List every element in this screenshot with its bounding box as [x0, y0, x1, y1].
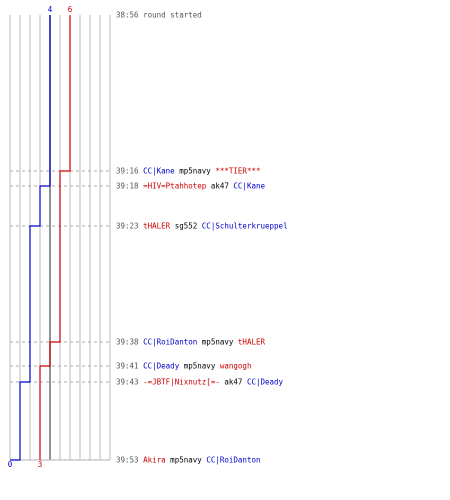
team-a-start-count: 4 [48, 5, 53, 14]
log-killer: tHALER [143, 222, 171, 231]
log-killer: CC|Kane [143, 167, 175, 176]
team-a-line [10, 15, 51, 461]
event-log: 38:56 round started 39:16 CC|Kane mp5navy… [116, 11, 288, 465]
log-row: 39:53 Akira mp5navy CC|RoiDanton [116, 456, 261, 465]
log-time: 39:43 [116, 378, 139, 387]
log-weapon: ak47 [220, 378, 247, 387]
log-row: 38:56 round started [116, 11, 202, 20]
log-row: 39:23 tHALER sg552 CC|Schulterkrueppel [116, 222, 288, 231]
log-victim: CC|Deady [247, 378, 284, 387]
log-time: 38:56 [116, 11, 139, 20]
log-time: 39:38 [116, 338, 139, 347]
log-row: 39:16 CC|Kane mp5navy ***TIER*** [116, 167, 261, 176]
log-row: 39:18 =HIV=Ptahhotep ak47 CC|Kane [116, 182, 265, 191]
log-time: 39:41 [116, 362, 139, 371]
log-victim: tHALER [238, 338, 266, 347]
log-victim: ***TIER*** [215, 167, 260, 176]
log-weapon: mp5navy [175, 167, 216, 176]
team-b-end-count: 3 [38, 460, 43, 469]
team-count-lines [10, 15, 71, 461]
log-victim: CC|Schulterkrueppel [202, 222, 288, 231]
log-weapon: ak47 [206, 182, 233, 191]
log-row: 39:41 CC|Deady mp5navy wangogh [116, 362, 251, 371]
team-a-end-count: 0 [8, 460, 13, 469]
log-victim: wangogh [220, 362, 252, 371]
event-guides [10, 170, 112, 461]
log-message: round started [139, 11, 202, 20]
log-killer: =HIV=Ptahhotep [143, 182, 207, 191]
count-labels: 4 0 6 3 [8, 5, 73, 469]
log-killer: CC|RoiDanton [143, 338, 197, 347]
log-time: 39:16 [116, 167, 139, 176]
log-killer: CC|Deady [143, 362, 180, 371]
log-killer: Akira [143, 456, 166, 465]
log-weapon: mp5navy [179, 362, 220, 371]
log-time: 39:53 [116, 456, 139, 465]
log-weapon: mp5navy [197, 338, 238, 347]
log-row: 39:43 -=JBTF|Nixnutz[=- ak47 CC|Deady [116, 378, 284, 387]
team-b-start-count: 6 [68, 5, 73, 14]
log-weapon: sg552 [170, 222, 202, 231]
log-victim: CC|Kane [233, 182, 265, 191]
log-victim: CC|RoiDanton [206, 456, 260, 465]
log-time: 39:18 [116, 182, 139, 191]
log-time: 39:23 [116, 222, 139, 231]
log-row: 39:38 CC|RoiDanton mp5navy tHALER [116, 338, 265, 347]
team-b-line [39, 15, 71, 460]
log-killer: -=JBTF|Nixnutz[=- [143, 378, 220, 387]
log-weapon: mp5navy [166, 456, 207, 465]
